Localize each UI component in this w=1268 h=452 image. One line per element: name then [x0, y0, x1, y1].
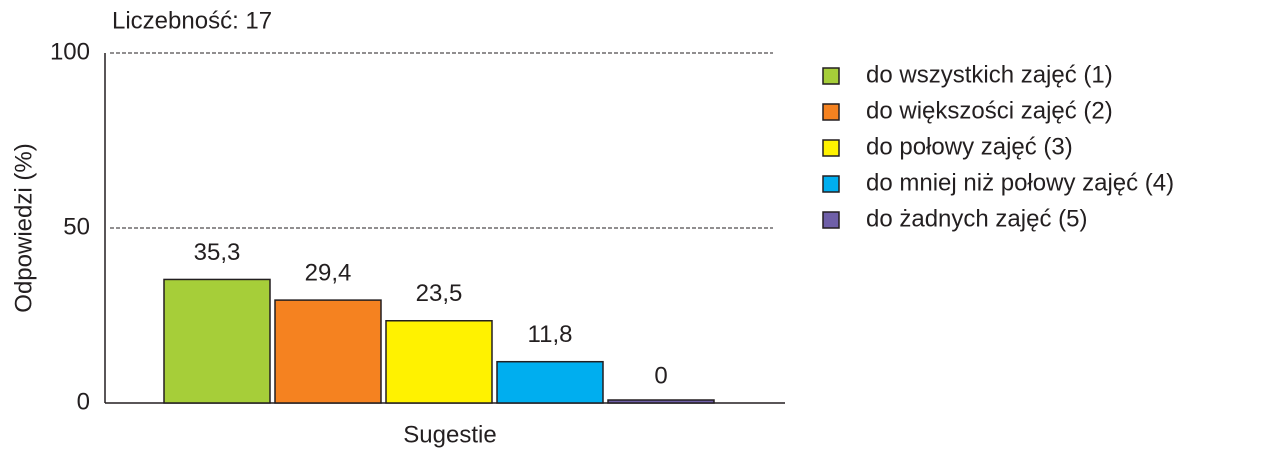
legend-swatch	[822, 67, 840, 85]
y-tick-label: 0	[77, 388, 90, 415]
data-label: 29,4	[305, 259, 352, 286]
data-label: 35,3	[194, 239, 241, 266]
y-tick-label: 50	[63, 213, 90, 240]
y-tick-label: 100	[50, 38, 90, 65]
legend-label: do wszystkich zajęć (1)	[866, 61, 1113, 88]
legend-swatch	[822, 103, 840, 121]
bar	[385, 320, 493, 404]
legend-label: do połowy zajęć (3)	[866, 133, 1073, 160]
bar	[607, 399, 715, 404]
legend-swatch	[822, 139, 840, 157]
bar	[496, 360, 604, 404]
legend-label: do większości zajęć (2)	[866, 97, 1113, 124]
bar	[163, 278, 271, 404]
data-label: 0	[654, 362, 667, 389]
legend-swatch	[822, 211, 840, 229]
chart-title: Liczebność: 17	[112, 7, 272, 34]
y-axis-label: Odpowiedzi (%)	[10, 143, 37, 312]
legend-label: do mniej niż połowy zajęć (4)	[866, 169, 1174, 196]
legend-label: do żadnych zajęć (5)	[866, 205, 1087, 232]
legend-swatch	[822, 175, 840, 193]
data-label: 11,8	[528, 321, 573, 348]
x-axis-label: Sugestie	[403, 421, 496, 448]
data-label: 23,5	[416, 280, 463, 307]
bar	[274, 299, 382, 404]
